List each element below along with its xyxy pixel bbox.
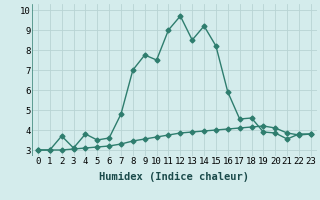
X-axis label: Humidex (Indice chaleur): Humidex (Indice chaleur) [100, 172, 249, 182]
